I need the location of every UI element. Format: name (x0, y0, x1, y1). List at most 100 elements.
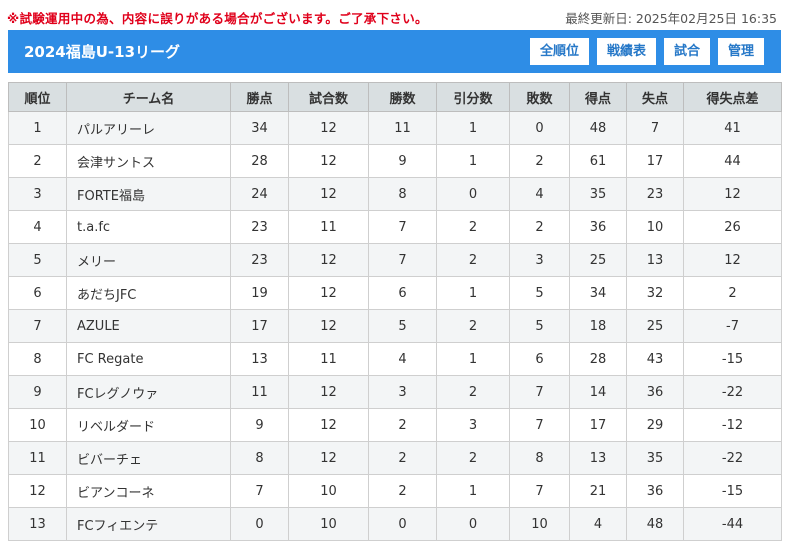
league-header: 2024福島U-13リーグ 全順位 戦績表 試合 管理 (8, 30, 781, 73)
goals-for-cell: 18 (569, 309, 627, 343)
table-row: 4 t.a.fc 23 11 7 2 2 36 10 26 (8, 210, 782, 244)
all-standings-button[interactable]: 全順位 (529, 38, 589, 65)
draws-cell: 3 (436, 408, 510, 442)
goals-against-cell: 32 (626, 276, 684, 310)
team-name-cell: FCフィエンテ (66, 507, 231, 541)
header-nav: 全順位 戦績表 試合 管理 (529, 38, 764, 65)
points-cell: 7 (230, 474, 289, 508)
points-cell: 9 (230, 408, 289, 442)
losses-cell: 6 (509, 342, 570, 376)
wins-cell: 11 (368, 111, 437, 145)
goals-against-cell: 48 (626, 507, 684, 541)
losses-cell: 7 (509, 375, 570, 409)
played-cell: 12 (288, 243, 369, 277)
goals-for-cell: 13 (569, 441, 627, 475)
points-cell: 23 (230, 243, 289, 277)
team-name-cell: t.a.fc (66, 210, 231, 244)
points-cell: 28 (230, 144, 289, 178)
goals-against-cell: 13 (626, 243, 684, 277)
losses-cell: 8 (509, 441, 570, 475)
goal-diff-cell: -12 (683, 408, 782, 442)
team-name-cell: メリー (66, 243, 231, 277)
col-header-draws: 引分数 (436, 82, 510, 112)
col-header-team: チーム名 (66, 82, 231, 112)
standings-table: 順位 チーム名 勝点 試合数 勝数 引分数 敗数 得点 失点 得失点差 1 パルア… (8, 82, 782, 541)
table-row: 12 ビアンコーネ 7 10 2 1 7 21 36 -15 (8, 474, 782, 508)
goals-for-cell: 28 (569, 342, 627, 376)
team-name-cell: ビバーチェ (66, 441, 231, 475)
goal-diff-cell: 41 (683, 111, 782, 145)
table-row: 2 会津サントス 28 12 9 1 2 61 17 44 (8, 144, 782, 178)
team-name-cell: 会津サントス (66, 144, 231, 178)
team-name-cell: FCレグノウァ (66, 375, 231, 409)
rank-cell: 7 (8, 309, 67, 343)
played-cell: 12 (288, 309, 369, 343)
goal-diff-cell: 26 (683, 210, 782, 244)
goal-diff-cell: -22 (683, 375, 782, 409)
team-name-cell: パルアリーレ (66, 111, 231, 145)
goal-diff-cell: -15 (683, 342, 782, 376)
team-name-cell: リベルダード (66, 408, 231, 442)
wins-cell: 4 (368, 342, 437, 376)
team-name-cell: AZULE (66, 309, 231, 343)
losses-cell: 7 (509, 474, 570, 508)
rank-cell: 1 (8, 111, 67, 145)
points-cell: 17 (230, 309, 289, 343)
table-row: 11 ビバーチェ 8 12 2 2 8 13 35 -22 (8, 441, 782, 475)
played-cell: 11 (288, 210, 369, 244)
losses-cell: 0 (509, 111, 570, 145)
table-row: 5 メリー 23 12 7 2 3 25 13 12 (8, 243, 782, 277)
last-updated: 最終更新日: 2025年02月25日 16:35 (565, 11, 777, 26)
table-row: 9 FCレグノウァ 11 12 3 2 7 14 36 -22 (8, 375, 782, 409)
points-cell: 34 (230, 111, 289, 145)
points-cell: 11 (230, 375, 289, 409)
goals-against-cell: 43 (626, 342, 684, 376)
draws-cell: 2 (436, 210, 510, 244)
rank-cell: 13 (8, 507, 67, 541)
goals-for-cell: 48 (569, 111, 627, 145)
col-header-rank: 順位 (8, 82, 67, 112)
played-cell: 11 (288, 342, 369, 376)
goals-for-cell: 17 (569, 408, 627, 442)
table-row: 8 FC Regate 13 11 4 1 6 28 43 -15 (8, 342, 782, 376)
goal-diff-cell: -15 (683, 474, 782, 508)
rank-cell: 4 (8, 210, 67, 244)
table-row: 7 AZULE 17 12 5 2 5 18 25 -7 (8, 309, 782, 343)
rank-cell: 3 (8, 177, 67, 211)
table-row: 10 リベルダード 9 12 2 3 7 17 29 -12 (8, 408, 782, 442)
wins-cell: 6 (368, 276, 437, 310)
col-header-points: 勝点 (230, 82, 289, 112)
table-row: 3 FORTE福島 24 12 8 0 4 35 23 12 (8, 177, 782, 211)
table-row: 1 パルアリーレ 34 12 11 1 0 48 7 41 (8, 111, 782, 145)
draws-cell: 0 (436, 177, 510, 211)
goals-for-cell: 34 (569, 276, 627, 310)
admin-button[interactable]: 管理 (717, 38, 764, 65)
rank-cell: 5 (8, 243, 67, 277)
top-info-bar: ※試験運用中の為、内容に誤りがある場合がございます。ご了承下さい。 最終更新日:… (0, 0, 789, 30)
goal-diff-cell: 12 (683, 177, 782, 211)
draws-cell: 1 (436, 276, 510, 310)
played-cell: 10 (288, 474, 369, 508)
team-name-cell: ビアンコーネ (66, 474, 231, 508)
goals-against-cell: 36 (626, 375, 684, 409)
rank-cell: 10 (8, 408, 67, 442)
results-grid-button[interactable]: 戦績表 (596, 38, 656, 65)
matches-button[interactable]: 試合 (663, 38, 710, 65)
points-cell: 0 (230, 507, 289, 541)
table-row: 6 あだちJFC 19 12 6 1 5 34 32 2 (8, 276, 782, 310)
played-cell: 12 (288, 441, 369, 475)
points-cell: 19 (230, 276, 289, 310)
rank-cell: 12 (8, 474, 67, 508)
goal-diff-cell: 44 (683, 144, 782, 178)
goals-for-cell: 4 (569, 507, 627, 541)
played-cell: 12 (288, 144, 369, 178)
goal-diff-cell: -22 (683, 441, 782, 475)
goals-against-cell: 7 (626, 111, 684, 145)
goals-against-cell: 17 (626, 144, 684, 178)
col-header-goals-for: 得点 (569, 82, 627, 112)
goals-against-cell: 29 (626, 408, 684, 442)
draws-cell: 2 (436, 243, 510, 277)
col-header-played: 試合数 (288, 82, 369, 112)
team-name-cell: FC Regate (66, 342, 231, 376)
rank-cell: 9 (8, 375, 67, 409)
